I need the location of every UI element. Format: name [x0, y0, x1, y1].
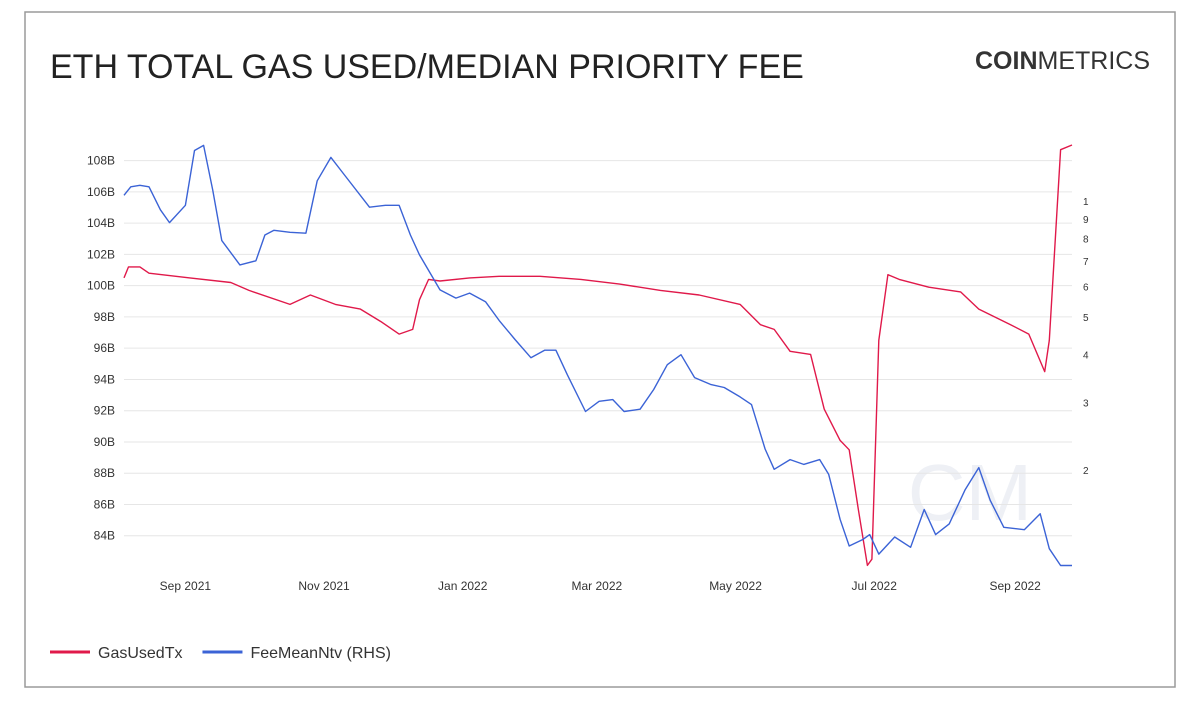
y-tick-label: 86B: [94, 497, 115, 511]
series-line: [123, 144, 1072, 567]
y-tick-label: 96B: [94, 341, 115, 355]
y2-tick-label: 6: [1083, 283, 1089, 294]
y2-tick-label: 7: [1083, 257, 1089, 268]
y2-tick-label: 1: [1083, 197, 1089, 208]
y2-tick-label: 2: [1083, 466, 1089, 477]
brand-logo: COINMETRICS: [975, 47, 1150, 75]
y2-tick-label: 5: [1083, 313, 1089, 324]
x-tick-label: Sep 2022: [989, 579, 1041, 593]
brand-bold: COIN: [975, 47, 1038, 75]
y2-tick-label: 4: [1083, 350, 1089, 361]
brand-light: METRICS: [1038, 47, 1151, 75]
y-tick-label: 106B: [87, 185, 115, 199]
y-tick-label: 108B: [87, 154, 115, 168]
y-tick-label: 84B: [94, 529, 115, 543]
legend-label: GasUsedTx: [98, 645, 182, 662]
x-tick-label: Sep 2021: [160, 579, 212, 593]
y-tick-label: 102B: [87, 247, 115, 261]
x-tick-label: Jan 2022: [438, 579, 488, 593]
x-tick-label: Jul 2022: [852, 579, 898, 593]
x-tick-label: May 2022: [709, 579, 762, 593]
y-tick-label: 92B: [94, 404, 115, 418]
x-tick-label: Mar 2022: [572, 579, 623, 593]
y-tick-label: 90B: [94, 435, 115, 449]
chart-title: ETH TOTAL GAS USED/MEDIAN PRIORITY FEE: [50, 48, 804, 86]
y-tick-label: 88B: [94, 466, 115, 480]
y-tick-label: 98B: [94, 310, 115, 324]
y-tick-label: 94B: [94, 372, 115, 386]
series-line: [123, 144, 1073, 567]
frame: [24, 11, 1176, 688]
y-tick-label: 100B: [87, 279, 115, 293]
legend-label: FeeMeanNtv (RHS): [250, 645, 390, 662]
watermark: CM: [908, 448, 1032, 537]
y2-tick-label: 9: [1083, 215, 1089, 226]
y2-tick-label: 3: [1083, 398, 1089, 409]
y-tick-label: 104B: [87, 216, 115, 230]
x-tick-label: Nov 2021: [298, 579, 350, 593]
y2-tick-label: 8: [1083, 235, 1089, 246]
